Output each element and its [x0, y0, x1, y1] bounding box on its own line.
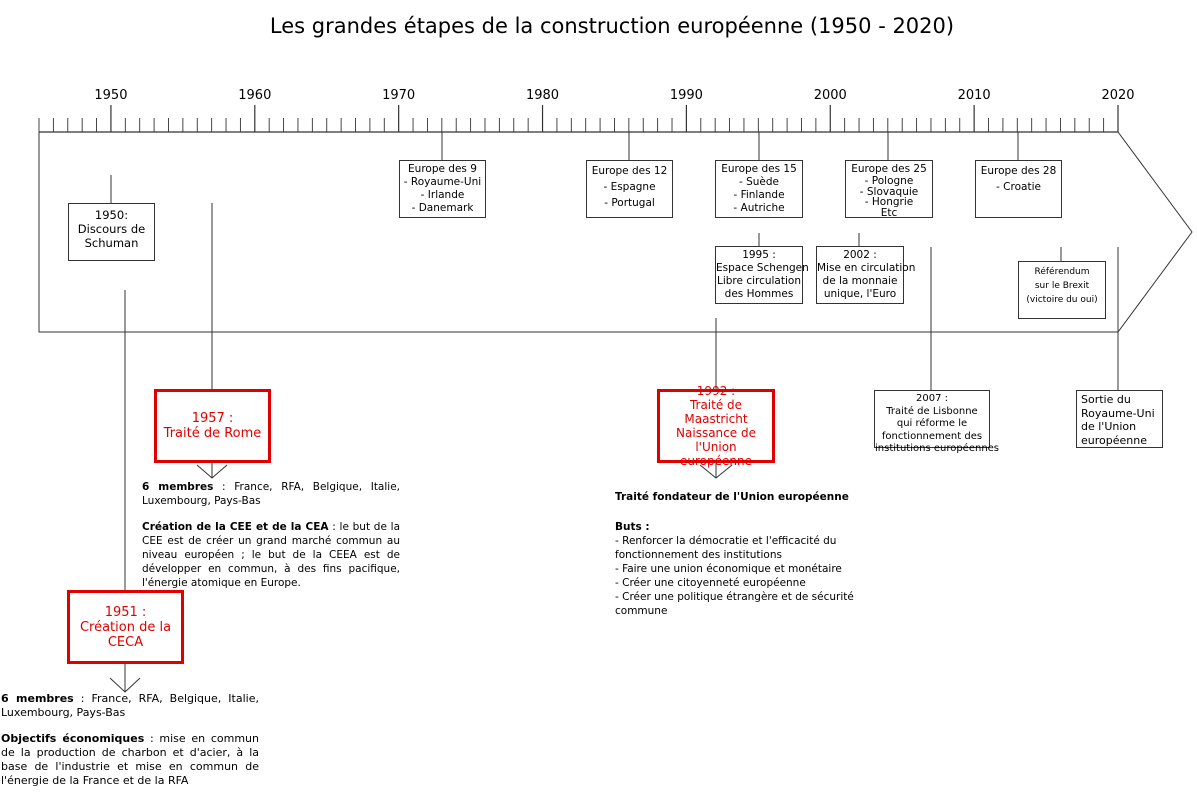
box-europe-9: Europe des 9 - Royaume-Uni - Irlande - D…	[399, 160, 486, 218]
line: Traité de Rome	[157, 426, 268, 441]
line: - Royaume-Uni	[400, 176, 485, 189]
line: - Pologne	[846, 176, 932, 187]
box-schengen: 1995 : Espace Schengen Libre circulation…	[715, 246, 803, 304]
line: sur le Brexit	[1019, 279, 1105, 293]
line: européenne	[1081, 434, 1162, 448]
line: Référendum	[1019, 265, 1105, 279]
line: Royaume-Uni	[1081, 407, 1162, 421]
line: Mise en circulation	[817, 262, 903, 275]
line: CECA	[70, 635, 181, 650]
year-label: 1990	[656, 88, 716, 103]
line: 1951 :	[70, 605, 181, 620]
line: - Autriche	[716, 202, 802, 215]
maastricht-but: - Renforcer la démocratie et l'efficacit…	[615, 534, 875, 548]
line: Europe des 9	[400, 163, 485, 176]
maastricht-buts-label: Buts :	[615, 521, 650, 533]
line: - Hongrie	[846, 197, 932, 208]
line: des Hommes	[716, 288, 802, 301]
box-brexit-referendum: Référendum sur le Brexit (victoire du ou…	[1018, 261, 1106, 319]
line: 1957 :	[157, 411, 268, 426]
line: (victoire du oui)	[1019, 293, 1105, 307]
line: Libre circulation	[716, 275, 802, 288]
maastricht-but: - Faire une union économique et monétair…	[615, 562, 875, 576]
line: institutions européennes	[875, 443, 989, 456]
ceca-description: 6 membres : France, RFA, Belgique, Itali…	[1, 692, 259, 800]
box-schuman: 1950: Discours de Schuman	[68, 203, 155, 261]
maastricht-but: commune	[615, 604, 875, 618]
ceca-members-label: 6 membres	[1, 692, 74, 705]
line: l'Union européenne	[660, 440, 772, 468]
box-traite-de-rome: 1957 : Traité de Rome	[154, 389, 271, 463]
rome-description: 6 membres : France, RFA, Belgique, Itali…	[142, 480, 400, 602]
year-label: 1970	[369, 88, 429, 103]
timeline-ticks	[39, 105, 1118, 132]
line: Discours de	[69, 222, 154, 236]
line: de la monnaie	[817, 275, 903, 288]
line: Traité de Lisbonne	[875, 406, 989, 419]
box-sortie-ru: Sortie du Royaume-Uni de l'Union europée…	[1076, 390, 1163, 448]
line: Etc	[846, 208, 932, 219]
line: 2002 :	[817, 249, 903, 262]
line: Europe des 28	[976, 163, 1061, 179]
year-label: 2020	[1088, 88, 1148, 103]
line: - Espagne	[587, 179, 672, 195]
line: Sortie du	[1081, 393, 1162, 407]
line: Traité de Maastricht	[660, 398, 772, 426]
maastricht-description: Traité fondateur de l'Union européenne B…	[615, 490, 875, 618]
line: - Suède	[716, 176, 802, 189]
box-europe-25: Europe des 25 - Pologne - Slovaquie - Ho…	[845, 160, 933, 218]
line: 1995 :	[716, 249, 802, 262]
line: Création de la	[70, 620, 181, 635]
maastricht-but: - Créer une politique étrangère et de sé…	[615, 590, 875, 604]
line: unique, l'Euro	[817, 288, 903, 301]
box-maastricht: 1992 : Traité de Maastricht Naissance de…	[657, 389, 775, 463]
page-title: Les grandes étapes de la construction eu…	[0, 14, 1197, 38]
rome-members-label: 6 membres	[142, 481, 213, 493]
line: Naissance de	[660, 426, 772, 440]
line: - Portugal	[587, 195, 672, 211]
line: Europe des 15	[716, 163, 802, 176]
maastricht-but: - Créer une citoyenneté européenne	[615, 576, 875, 590]
year-label: 1950	[81, 88, 141, 103]
line: - Danemark	[400, 202, 485, 215]
rome-creation-label: Création de la CEE et de la CEA	[142, 521, 329, 533]
line: - Irlande	[400, 189, 485, 202]
line: de l'Union	[1081, 420, 1162, 434]
line: Europe des 12	[587, 163, 672, 179]
line: 1992 :	[660, 384, 772, 398]
line: 2007 :	[875, 393, 989, 406]
box-euro: 2002 : Mise en circulation de la monnaie…	[816, 246, 904, 304]
line: qui réforme le	[875, 418, 989, 431]
year-label: 1980	[513, 88, 573, 103]
box-lisbonne: 2007 : Traité de Lisbonne qui réforme le…	[874, 390, 990, 448]
line: - Croatie	[976, 179, 1061, 195]
line: Espace Schengen	[716, 262, 802, 275]
year-label: 2010	[944, 88, 1004, 103]
line: 1950:	[69, 208, 154, 222]
box-europe-28: Europe des 28 - Croatie	[975, 160, 1062, 218]
line: - Finlande	[716, 189, 802, 202]
year-label: 1960	[225, 88, 285, 103]
year-label: 2000	[800, 88, 860, 103]
line: Schuman	[69, 236, 154, 250]
line: fonctionnement des	[875, 431, 989, 444]
ceca-objectifs-label: Objectifs économiques	[1, 732, 144, 745]
maastricht-heading: Traité fondateur de l'Union européenne	[615, 491, 849, 503]
box-europe-12: Europe des 12 - Espagne - Portugal	[586, 160, 673, 218]
box-europe-15: Europe des 15 - Suède - Finlande - Autri…	[715, 160, 803, 218]
maastricht-but: fonctionnement des institutions	[615, 548, 875, 562]
